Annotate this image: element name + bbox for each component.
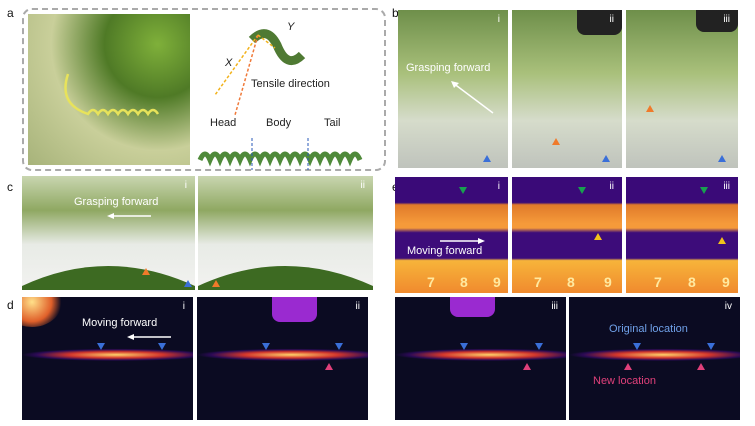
panel-b-photo-ii: ii <box>512 10 622 168</box>
sub-label: i <box>182 301 185 312</box>
panel-label-d: d <box>7 298 14 312</box>
ruler-tick-label: 7 <box>534 274 542 290</box>
arrow-icon <box>107 213 151 219</box>
sub-label: i <box>497 181 500 192</box>
blue-marker-icon <box>483 155 491 162</box>
sub-label: ii <box>609 14 614 25</box>
axis-x-label: X <box>225 57 233 69</box>
panel-c-photo-i: i Grasping forward <box>22 176 195 290</box>
panel-e-thermal-iii: iii 7 8 9 <box>626 177 738 293</box>
ruler-tick-label: 7 <box>654 274 662 290</box>
sub-label: i <box>497 14 500 25</box>
grasping-forward-label: Grasping forward <box>406 62 491 74</box>
ruler-tick-label: 9 <box>604 274 612 290</box>
ruler-tick-label: 8 <box>460 274 468 290</box>
sub-label: ii <box>355 301 360 312</box>
green-marker-icon <box>700 187 708 194</box>
blue-marker-icon <box>460 343 468 350</box>
yellow-marker-icon <box>718 237 726 244</box>
sub-label: iv <box>724 301 732 312</box>
moving-forward-label: Moving forward <box>82 317 158 329</box>
blue-marker-icon <box>184 280 192 287</box>
panel-d-thermal-i: i Moving forward <box>22 297 193 420</box>
helix-diagram <box>197 29 363 170</box>
tendril-coil-drawing <box>64 73 160 117</box>
ruler-tick-label: 7 <box>427 274 435 290</box>
blue-marker-icon <box>633 343 641 350</box>
yellow-marker-icon <box>594 233 602 240</box>
orange-marker-icon <box>552 138 560 145</box>
panel-label-a: a <box>7 6 14 20</box>
new-location-label: New location <box>593 375 656 387</box>
panel-label-b: b <box>392 6 399 20</box>
blue-marker-icon <box>97 343 105 350</box>
pink-marker-icon <box>697 363 705 370</box>
ruler-tick-label: 9 <box>722 274 730 290</box>
head-label: Head <box>210 117 237 129</box>
tendril-photo <box>28 14 190 165</box>
panel-c-photo-ii: ii <box>198 176 373 290</box>
blue-marker-icon <box>718 155 726 162</box>
ruler-tick-label: 9 <box>493 274 501 290</box>
green-marker-icon <box>459 187 467 194</box>
sub-label: ii <box>609 181 614 192</box>
grasping-forward-label: Grasping forward <box>74 196 159 208</box>
pink-marker-icon <box>624 363 632 370</box>
panel-a-frame <box>22 8 386 171</box>
sub-label: i <box>184 180 187 191</box>
pink-marker-icon <box>325 363 333 370</box>
axis-y-label: Y <box>287 21 295 33</box>
blue-marker-icon <box>707 343 715 350</box>
panel-d-thermal-iv: iv Original location <box>569 297 740 420</box>
blue-marker-icon <box>335 343 343 350</box>
tail-label: Tail <box>324 117 341 129</box>
blue-marker-icon <box>158 343 166 350</box>
orange-marker-icon <box>212 280 220 287</box>
green-marker-icon <box>578 187 586 194</box>
blue-marker-icon <box>535 343 543 350</box>
ruler-tick-label: 8 <box>567 274 575 290</box>
tensile-direction-label: Tensile direction <box>251 78 330 90</box>
arrow-icon <box>451 81 494 114</box>
sub-label: iii <box>723 14 730 25</box>
arrow-icon <box>127 334 171 340</box>
body-label: Body <box>266 117 292 129</box>
sub-label: iii <box>723 181 730 192</box>
panel-e-thermal-ii: ii 7 8 9 <box>512 177 622 293</box>
pink-marker-icon <box>523 363 531 370</box>
blue-marker-icon <box>602 155 610 162</box>
panel-e-thermal-i: i Moving forward 7 8 9 <box>395 177 508 293</box>
panel-label-c: c <box>7 180 13 194</box>
ruler-tick-label: 8 <box>688 274 696 290</box>
orange-marker-icon <box>142 268 150 275</box>
panel-b-photo-iii: iii <box>626 10 738 168</box>
panel-d-thermal-ii: ii <box>197 297 368 420</box>
moving-forward-label: Moving forward <box>407 245 483 257</box>
panel-d-thermal-iii: iii <box>395 297 566 420</box>
orange-marker-icon <box>646 105 654 112</box>
original-location-label: Original location <box>609 323 688 335</box>
panel-b-photo-i: i Grasping forward <box>398 10 508 168</box>
arrow-icon <box>440 238 485 244</box>
sub-label: iii <box>551 301 558 312</box>
blue-marker-icon <box>262 343 270 350</box>
sub-label: ii <box>360 180 365 191</box>
